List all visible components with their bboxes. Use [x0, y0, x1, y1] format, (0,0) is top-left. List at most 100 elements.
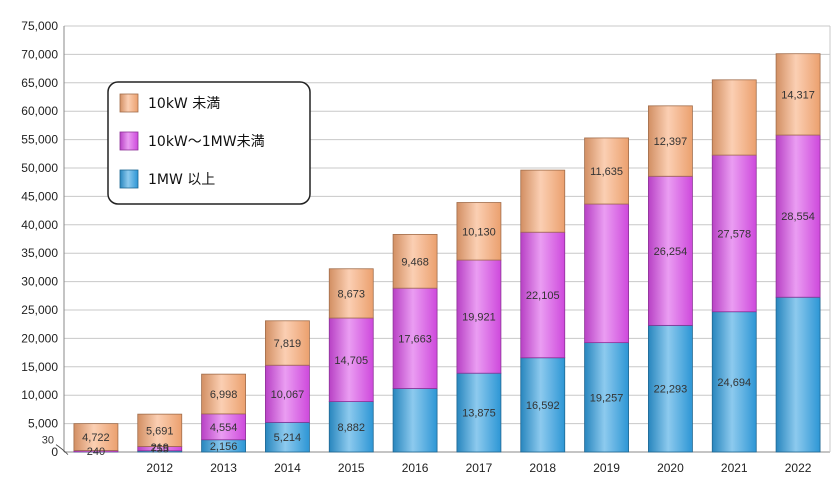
bar-segment [648, 175, 693, 326]
bar-segment [775, 296, 821, 453]
data-label: 16,592 [526, 400, 560, 412]
y-tick-label: 45,000 [21, 189, 58, 203]
bar-segment [775, 134, 821, 298]
data-label: 8,673 [337, 288, 365, 300]
bar-segment [711, 154, 757, 313]
data-label: 14,705 [334, 355, 368, 367]
bar-segment [137, 413, 183, 447]
data-label: 27,578 [717, 228, 751, 240]
bar-segment [711, 79, 757, 156]
x-category-label: 2018 [529, 461, 556, 475]
callout-line [55, 444, 69, 455]
bar-segment [201, 413, 246, 441]
data-label: 5,214 [274, 432, 302, 444]
legend-swatch [119, 169, 139, 189]
y-tick-label: 15,000 [21, 360, 58, 374]
data-label: 26,254 [654, 246, 688, 258]
legend-swatch [119, 93, 139, 113]
bar-segment [265, 421, 310, 453]
x-category-label: 2021 [721, 461, 748, 475]
data-label: 17,663 [398, 333, 432, 345]
data-label: 4,554 [210, 422, 238, 434]
bar-segment [520, 357, 566, 453]
bar-segment [456, 259, 502, 374]
data-label: 12,397 [654, 136, 688, 148]
bar-segment [328, 268, 374, 319]
bar-segment [648, 105, 693, 177]
x-category-label: 2014 [274, 461, 301, 475]
y-tick-label: 0 [51, 445, 58, 459]
y-tick-label: 25,000 [21, 303, 58, 317]
data-label: 5,691 [146, 425, 174, 437]
legend-swatch [119, 131, 139, 151]
data-label: 219 [151, 442, 169, 454]
y-tick-label: 10,000 [21, 388, 58, 402]
bar-segment [520, 169, 566, 233]
legend-label: 10kW 未満 [148, 96, 220, 112]
y-tick-label: 50,000 [21, 161, 58, 175]
bar-segment [456, 372, 502, 453]
x-axis-categories: 2012 2013 2014 2015 2016 2017 2018 2019 2020 2021… [146, 461, 811, 475]
data-label: 240 [87, 446, 105, 458]
y-axis-ticks: 0 5,000 10,000 15,000 20,000 25,000 30,000 35,0… [21, 19, 58, 459]
y-tick-label: 55,000 [21, 133, 58, 147]
x-category-label: 2016 [402, 461, 429, 475]
legend-label: 10kW～1MW未満 [148, 134, 265, 150]
data-label: 11,635 [590, 166, 623, 178]
x-category-label: 2015 [338, 461, 365, 475]
bar-segment [456, 202, 502, 261]
data-labels: 240 4,722 755 5,691 2,156 4,554 6,998 5,214 10,0… [42, 89, 815, 458]
bar-segment [584, 137, 629, 205]
data-label: 4,722 [82, 432, 110, 444]
data-label: 10,067 [271, 389, 305, 401]
y-tick-label: 35,000 [21, 246, 58, 260]
bar-segment [73, 423, 119, 451]
legend: 10kW 未満 10kW～1MW未満 1MW 以上 [107, 81, 311, 205]
data-label: 7,819 [274, 338, 302, 350]
data-label: 22,293 [654, 384, 688, 396]
legend-box [107, 81, 311, 205]
data-label: 8,882 [337, 422, 365, 434]
bar-segment [648, 324, 693, 453]
data-label: 10,130 [462, 226, 496, 238]
y-tick-label: 60,000 [21, 104, 58, 118]
x-category-label: 2013 [210, 461, 237, 475]
y-tick-label: 65,000 [21, 76, 58, 90]
data-label: 24,694 [717, 377, 751, 389]
data-label: 13,875 [462, 408, 496, 420]
bar-segment [392, 233, 438, 289]
bar-segment [584, 342, 629, 453]
bar-segment [328, 401, 374, 453]
x-category-label: 2022 [785, 461, 812, 475]
bar-segment [265, 364, 310, 423]
y-tick-label: 40,000 [21, 218, 58, 232]
bar-segment [328, 317, 374, 402]
y-tick-label: 75,000 [21, 19, 58, 33]
data-label: 2,156 [210, 441, 238, 453]
x-category-label: 2019 [593, 461, 620, 475]
bar-segment [775, 53, 821, 136]
y-tick-label: 70,000 [21, 47, 58, 61]
axes [63, 26, 831, 453]
y-tick-label: 30,000 [21, 275, 58, 289]
data-label: 6,998 [210, 389, 238, 401]
data-label: 30 [42, 434, 54, 446]
bar-segment [265, 320, 310, 366]
bar-segment [392, 287, 438, 389]
bar-segment [392, 388, 438, 453]
y-tick-label: 5,000 [28, 417, 58, 431]
bar-segment [584, 203, 629, 344]
data-label: 9,468 [401, 256, 429, 268]
data-label: 14,317 [781, 89, 815, 101]
bars [73, 53, 821, 453]
data-label: 28,554 [781, 211, 815, 223]
bar-segment [520, 231, 566, 359]
y-tick-label: 20,000 [21, 331, 58, 345]
bar-segment [201, 373, 246, 415]
legend-label: 1MW 以上 [148, 172, 215, 188]
x-category-label: 2017 [466, 461, 493, 475]
x-category-label: 2020 [657, 461, 684, 475]
data-label: 19,257 [590, 392, 624, 404]
data-label: 19,921 [462, 312, 496, 324]
